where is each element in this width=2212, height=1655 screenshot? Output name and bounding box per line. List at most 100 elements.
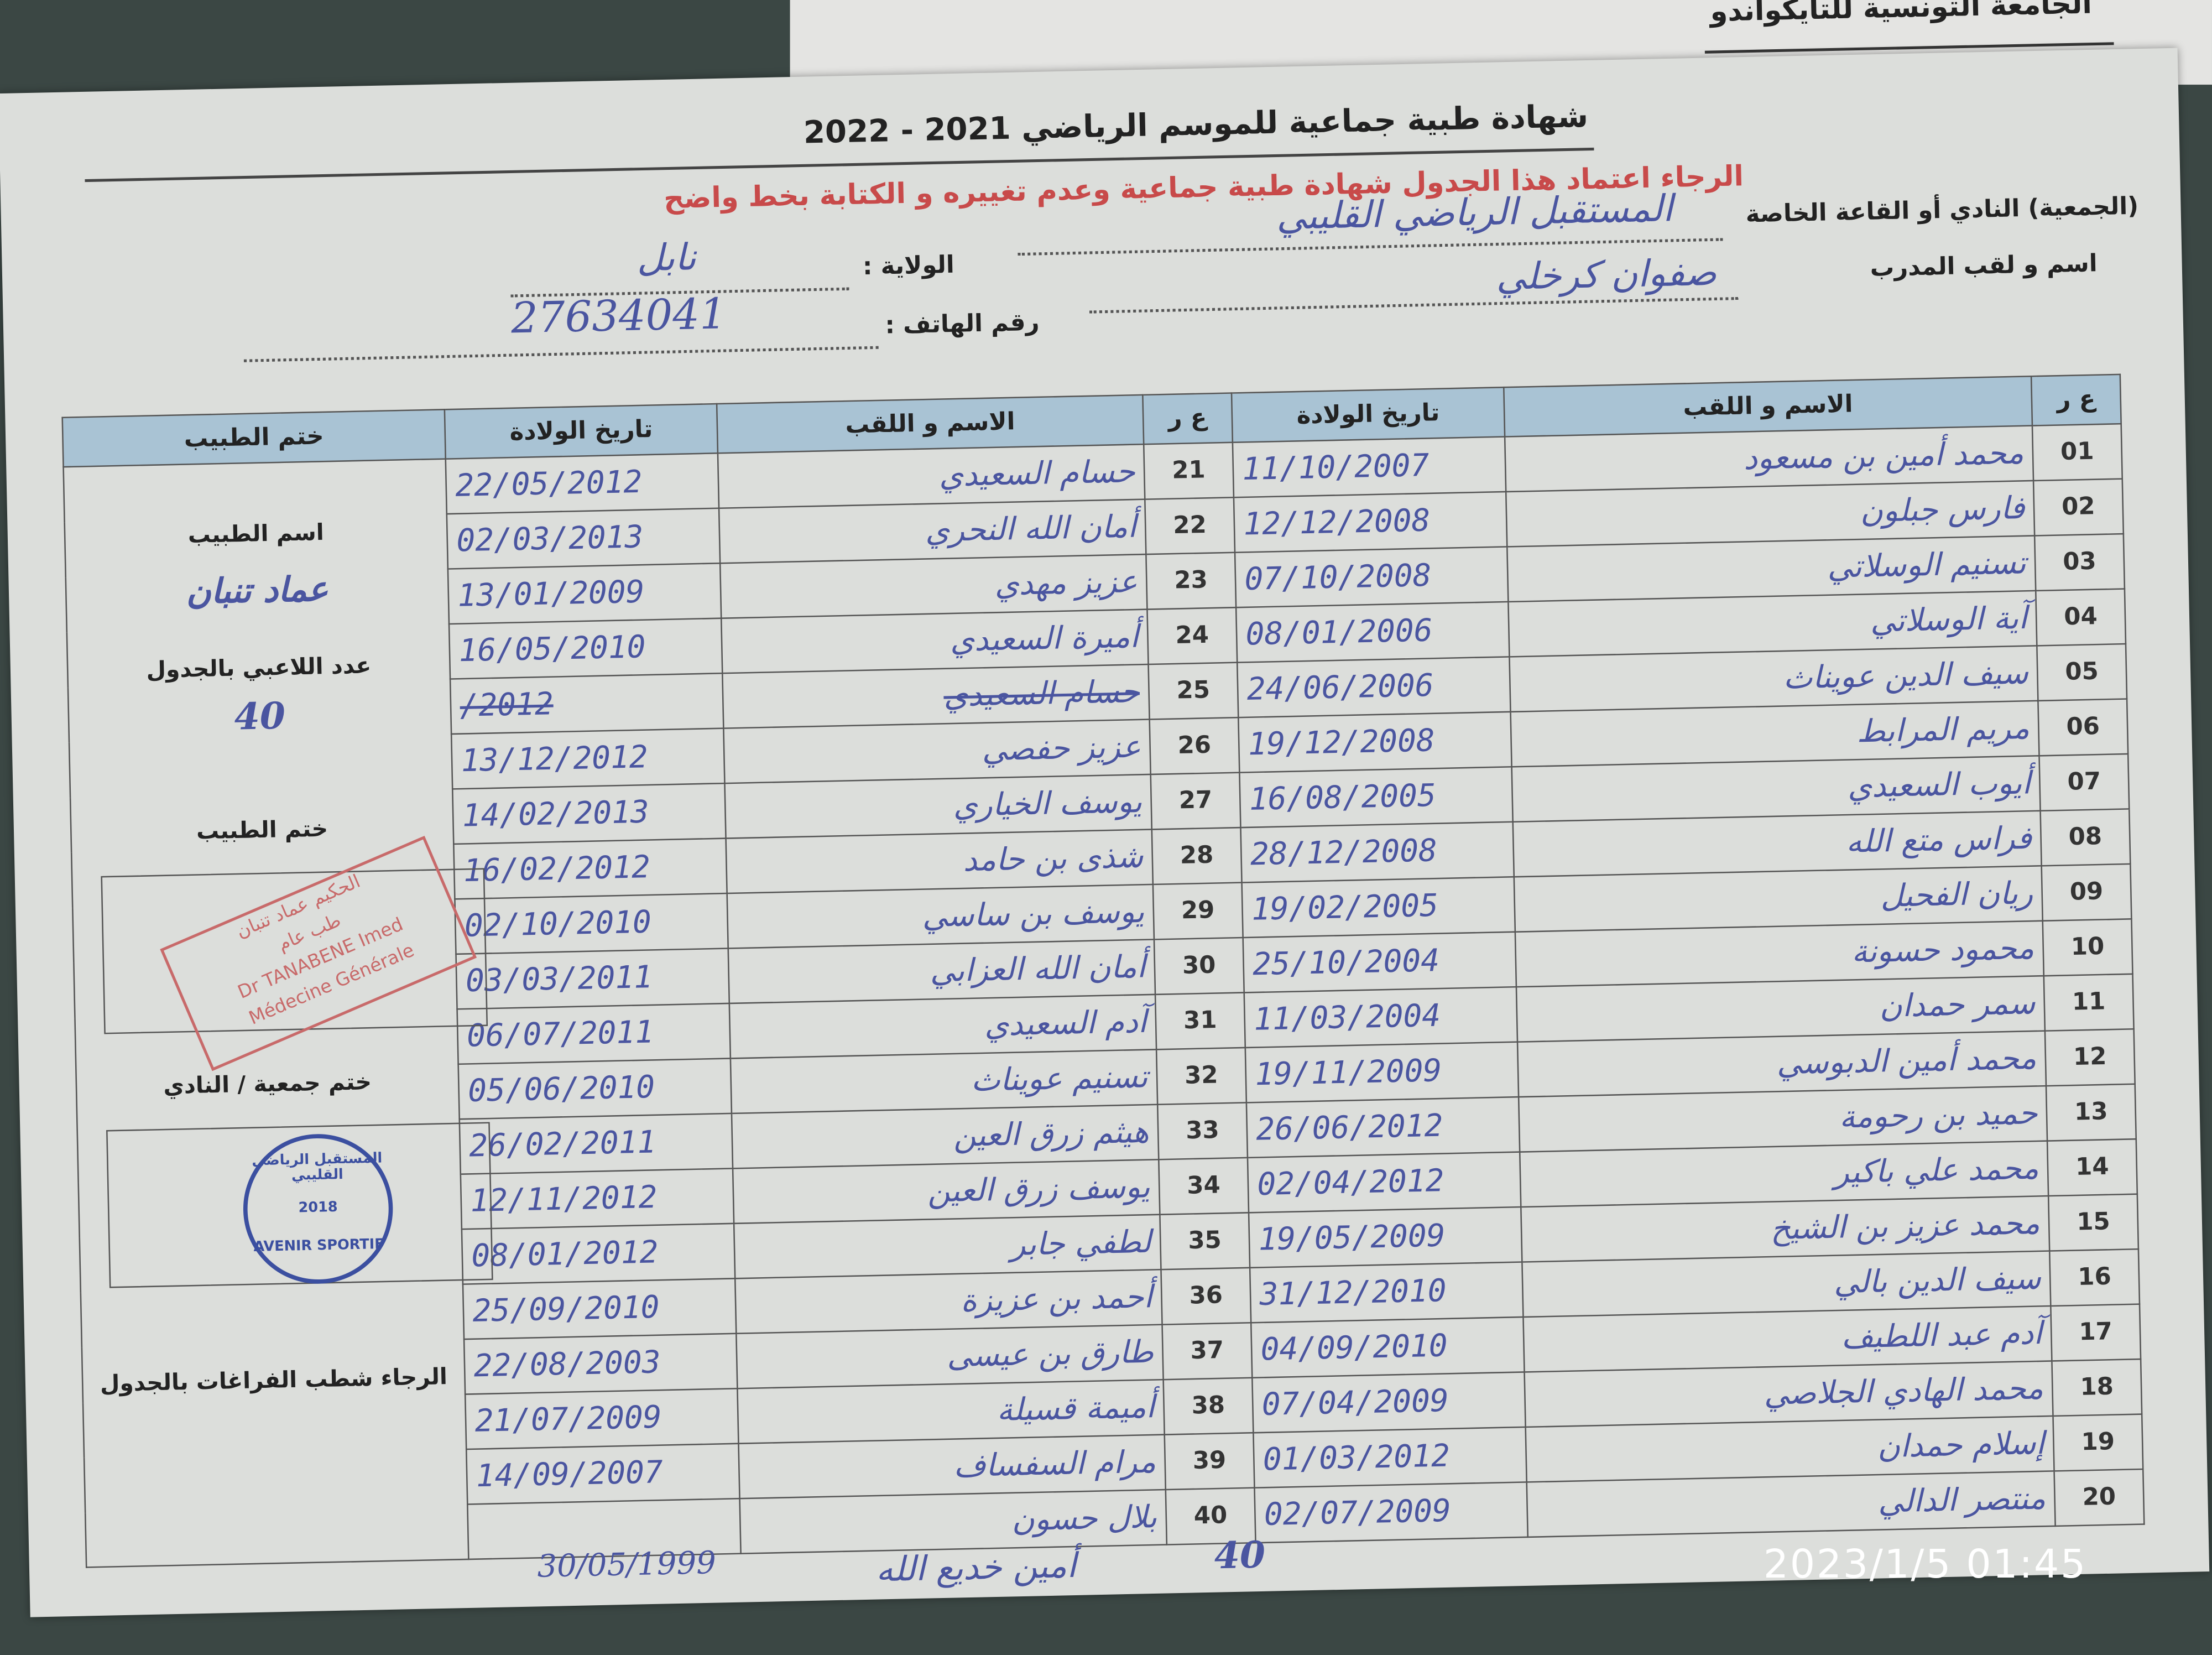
name-cell: آدم السعيدي — [729, 994, 1157, 1059]
col-num: ع ر — [1142, 393, 1233, 445]
coach-label: اسم و لقب المدرب — [1870, 249, 2098, 283]
doctor-stamp: الحكيم عماد تنبان طب عام Dr TANABENE Imed M… — [160, 835, 477, 1071]
name-cell: أمان الله العزابي — [728, 939, 1155, 1003]
name-cell: عزيز حفصي — [723, 719, 1151, 784]
stamp-text: المستقبل الرياضي القليبي — [252, 1151, 383, 1184]
row-number: 23 — [1146, 552, 1237, 610]
dob-cell: 19/05/2009 — [1248, 1207, 1522, 1268]
row-number: 22 — [1145, 497, 1235, 555]
row-number: 20 — [2054, 1469, 2145, 1526]
players-table: ختم الطبيب تاريخ الولادة الاسم و اللقب ع… — [61, 374, 2145, 1568]
name-cell: أميمة قسيلة — [737, 1380, 1165, 1444]
club-stamp: المستقبل الرياضي القليبي 2018 AVENIR SPORT… — [242, 1132, 395, 1286]
col-doctor-stamp: ختم الطبيب — [62, 409, 446, 467]
name-cell: عزيز مهدي — [720, 554, 1147, 618]
stamp-text: AVENIR SPORTIF — [253, 1237, 384, 1256]
row-number: 26 — [1149, 717, 1240, 774]
phone-label: رقم الهاتف : — [885, 309, 1040, 341]
row-number: 32 — [1156, 1047, 1246, 1105]
row-number: 07 — [2039, 753, 2130, 811]
dob-cell: 02/03/2013 — [446, 508, 721, 569]
dob-cell: 07/04/2009 — [1252, 1372, 1526, 1433]
row-number: 18 — [2052, 1359, 2142, 1416]
row-number: 35 — [1160, 1212, 1250, 1270]
name-cell: تسنيم عويناث — [730, 1049, 1158, 1113]
dotted-line — [1018, 238, 1723, 256]
name-cell: أحمد بن عزيزة — [735, 1269, 1162, 1334]
dob-cell: 07/10/2008 — [1234, 547, 1509, 608]
name-cell: شذى بن حامد — [726, 829, 1153, 894]
doctor-stamp-panel: اسم الطبيب عماد تنبان عدد اللاعبي بالجدول 4… — [63, 459, 493, 1568]
row-number: 03 — [2034, 534, 2125, 591]
stamp-text: 2018 — [298, 1200, 338, 1216]
dob-cell: 24/06/2006 — [1237, 657, 1511, 718]
note: الرجاء شطب الفراغات بالجدول — [100, 1362, 448, 1397]
dob-cell: 16/05/2010 — [448, 618, 723, 679]
dob-cell: 19/11/2009 — [1245, 1042, 1519, 1103]
dob-cell: 12/12/2008 — [1233, 491, 1507, 553]
dob-cell: 16/02/2012 — [453, 838, 727, 899]
state-value: نابل — [636, 237, 697, 281]
row-number: 29 — [1152, 882, 1243, 940]
dob-cell: 28/12/2008 — [1240, 821, 1514, 883]
dob-cell: 02/10/2010 — [455, 893, 728, 954]
extra-num: 40 — [1214, 1534, 1266, 1579]
dob-cell: 01/03/2012 — [1253, 1427, 1527, 1488]
dob-cell: 13/12/2012 — [451, 728, 725, 789]
players-count-label: عدد اللاعبي بالجدول — [146, 652, 372, 684]
row-number: 15 — [2048, 1194, 2138, 1251]
dob-cell: 25/10/2004 — [1243, 931, 1516, 993]
dotted-line — [243, 346, 879, 362]
name-cell: مرام السفساف — [738, 1434, 1166, 1499]
row-number: 04 — [2036, 589, 2126, 646]
dob-cell: 31/12/2010 — [1250, 1262, 1524, 1323]
row-number: 25 — [1148, 662, 1239, 720]
medical-certificate-sheet: الجامعة التونسية للتايكواندو شهادة طبية … — [0, 0, 2210, 1617]
col-dob: تاريخ الولادة — [1231, 387, 1505, 443]
dob-cell: 11/10/2007 — [1232, 436, 1506, 498]
name-cell: يوسف بن ساسي — [727, 884, 1154, 949]
dob-cell: /2012 — [450, 673, 724, 734]
photo-timestamp: 2023/1/5 01:45 — [1763, 1540, 2087, 1588]
dob-cell: 14/02/2013 — [452, 783, 726, 844]
dob-cell: 13/01/2009 — [447, 563, 722, 624]
dob-cell: 22/08/2003 — [464, 1333, 738, 1394]
extra-dob: 30/05/1999 — [536, 1546, 717, 1586]
doctor-name-label: اسم الطبيب — [187, 518, 325, 549]
col-num: ع ر — [2031, 374, 2121, 426]
name-cell: يوسف زرق العين — [733, 1159, 1160, 1224]
row-number: 09 — [2041, 863, 2132, 921]
document-title: شهادة طبية جماعية للموسم الرياضي 2021 - … — [803, 100, 1589, 152]
club-stamp-label: ختم جمعية / النادي — [163, 1068, 372, 1100]
row-number: 11 — [2043, 974, 2134, 1031]
club-stamp-box: المستقبل الرياضي القليبي 2018 AVENIR SPORT… — [106, 1122, 493, 1288]
name-cell: حسام السعيدي — [722, 664, 1150, 728]
row-number: 34 — [1159, 1157, 1249, 1215]
dob-cell: 26/02/2011 — [459, 1113, 733, 1174]
state-label: الولاية : — [862, 251, 955, 282]
row-number: 37 — [1162, 1323, 1253, 1380]
dob-cell: 06/07/2011 — [457, 1003, 731, 1064]
row-number: 16 — [2049, 1249, 2140, 1306]
row-number: 06 — [2038, 699, 2128, 756]
row-number: 12 — [2044, 1029, 2135, 1086]
row-number: 27 — [1150, 772, 1241, 830]
club-value: المستقبل الرياضي القليبي — [1276, 188, 1673, 239]
col-name: الاسم و اللقب — [717, 394, 1144, 454]
row-number: 08 — [2040, 809, 2131, 866]
row-number: 19 — [2053, 1414, 2143, 1471]
row-number: 17 — [2051, 1304, 2141, 1361]
dob-cell: 19/12/2008 — [1238, 711, 1512, 773]
dob-cell: 11/03/2004 — [1244, 987, 1517, 1048]
col-dob: تاريخ الولادة — [444, 404, 718, 459]
dob-cell: 26/06/2012 — [1246, 1097, 1520, 1158]
row-number: 36 — [1161, 1267, 1251, 1325]
dob-cell: 02/07/2009 — [1254, 1482, 1528, 1543]
dob-cell: 04/09/2010 — [1251, 1316, 1525, 1378]
row-number: 24 — [1147, 607, 1238, 665]
name-cell: أمان الله النحري — [719, 499, 1146, 564]
dob-cell: 22/05/2012 — [445, 453, 719, 514]
row-number: 14 — [2047, 1139, 2137, 1196]
coach-value: صفوان كرخلي — [1495, 252, 1717, 300]
